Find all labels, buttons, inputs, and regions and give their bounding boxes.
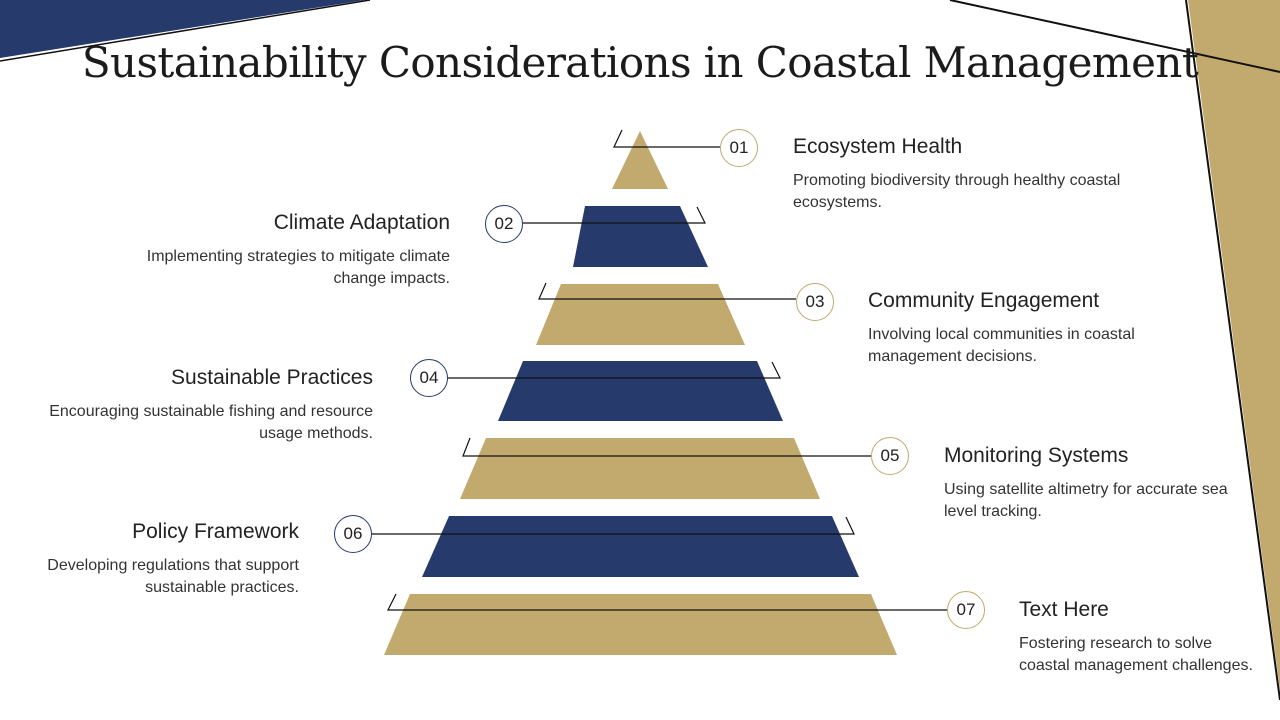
step-number-2: 02 <box>485 205 523 243</box>
item-heading: Text Here <box>1019 598 1109 621</box>
item-description: Promoting biodiversity through healthy c… <box>793 172 1121 211</box>
step-number-3: 03 <box>796 283 834 321</box>
item-description: Encouraging sustainable fishing and reso… <box>49 403 373 442</box>
item-heading: Policy Framework <box>132 520 299 543</box>
step-number-5: 05 <box>871 437 909 475</box>
item-description: Using satellite altimetry for accurate s… <box>944 481 1228 520</box>
connector-line-4 <box>447 361 781 379</box>
top-left-navy-shape <box>0 0 365 58</box>
pyramid-tier-2 <box>573 206 708 267</box>
item-description: Implementing strategies to mitigate clim… <box>146 248 450 287</box>
item-community-engagement: Community Engagement Involving local com… <box>868 288 1208 368</box>
item-monitoring-systems: Monitoring Systems Using satellite altim… <box>944 443 1244 523</box>
item-policy-framework: Policy Framework Developing regulations … <box>0 519 299 599</box>
connector-line-3 <box>538 282 796 300</box>
item-description: Fostering research to solve coastal mana… <box>1019 635 1253 674</box>
step-number-6: 06 <box>334 515 372 553</box>
step-number-1: 01 <box>720 129 758 167</box>
item-sustainable-practices: Sustainable Practices Encouraging sustai… <box>33 365 373 445</box>
item-text-here: Text Here Fostering research to solve co… <box>1019 597 1259 677</box>
connector-line-2 <box>522 206 706 224</box>
top-right-accent-line <box>949 0 1280 73</box>
step-number-4: 04 <box>410 359 448 397</box>
item-heading: Climate Adaptation <box>273 211 450 234</box>
pyramid-tier-1 <box>612 131 668 189</box>
pyramid-tier-5 <box>460 438 820 499</box>
item-ecosystem-health: Ecosystem Health Promoting biodiversity … <box>793 134 1133 214</box>
pyramid-tier-6 <box>422 516 859 577</box>
item-heading: Ecosystem Health <box>793 135 963 158</box>
item-description: Developing regulations that support sust… <box>47 557 299 596</box>
pyramid-tier-4 <box>498 361 783 421</box>
page-title: Sustainability Considerations in Coastal… <box>81 38 1199 87</box>
connector-line-6 <box>371 516 855 535</box>
right-gold-shape <box>1188 0 1280 690</box>
pyramid-tier-7 <box>384 594 897 655</box>
connector-line-1 <box>613 129 720 148</box>
item-heading: Monitoring Systems <box>944 444 1129 467</box>
item-climate-adaptation: Climate Adaptation Implementing strategi… <box>110 210 450 290</box>
connector-line-7 <box>387 593 947 611</box>
right-accent-line <box>1185 0 1280 701</box>
item-heading: Sustainable Practices <box>171 366 373 389</box>
top-left-accent-line <box>0 0 371 62</box>
item-heading: Community Engagement <box>868 289 1100 312</box>
pyramid-tier-3 <box>536 284 745 345</box>
step-number-7: 07 <box>947 591 985 629</box>
item-description: Involving local communities in coastal m… <box>868 326 1135 365</box>
connector-line-5 <box>462 437 871 457</box>
